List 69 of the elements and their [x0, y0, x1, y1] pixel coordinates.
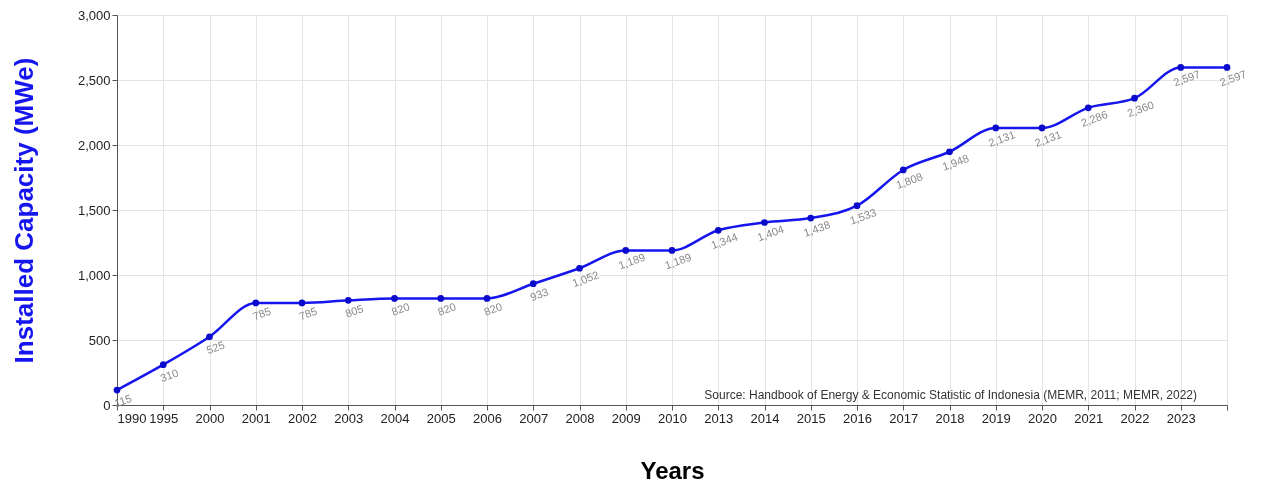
- x-tick-label: 2009: [611, 410, 641, 426]
- x-tick-label: 2018: [935, 410, 965, 426]
- data-label: 310: [158, 366, 180, 385]
- x-tick-label: 2017: [889, 410, 919, 426]
- x-tick-label: 2015: [796, 410, 826, 426]
- point: [252, 299, 260, 307]
- x-tick-label: 2005: [426, 410, 456, 426]
- data-label: 1,189: [616, 250, 647, 272]
- data-label: 1,189: [663, 250, 693, 272]
- point: [483, 295, 491, 302]
- y-tick-label: 1,000: [77, 267, 111, 283]
- data-label: 2,131: [1033, 128, 1063, 149]
- data-label: 2,286: [1079, 108, 1110, 129]
- data-label: 820: [436, 300, 458, 318]
- point: [344, 297, 352, 304]
- x-tick-label: 2021: [1074, 410, 1104, 426]
- data-label: 805: [343, 302, 365, 320]
- data-label: 785: [297, 304, 319, 323]
- point: [113, 386, 121, 394]
- x-tick-label: 2006: [473, 410, 502, 426]
- data-label: 2,360: [1125, 98, 1156, 120]
- point: [298, 299, 306, 307]
- y-tick-label: 0: [103, 397, 111, 413]
- data-label: 785: [251, 304, 273, 323]
- data-label: 820: [482, 300, 504, 318]
- point: [391, 295, 398, 302]
- point: [159, 361, 167, 369]
- x-tick-label: 2000: [195, 410, 225, 426]
- x-tick-label: 2010: [658, 410, 687, 426]
- x-tick-label: 2014: [750, 410, 780, 426]
- data-label: 2,597: [1171, 67, 1202, 89]
- data-label: 1,533: [848, 205, 878, 227]
- x-tick-label: 2013: [704, 410, 734, 426]
- x-tick-label: 2002: [288, 410, 317, 426]
- data-label: 525: [204, 338, 227, 357]
- point: [206, 333, 213, 341]
- x-tick-label: 2004: [380, 410, 410, 426]
- data-label: 2,131: [986, 128, 1017, 149]
- y-axis-title: Installed Capacity (MWe): [8, 57, 39, 364]
- x-tick-label: 2020: [1028, 410, 1057, 426]
- x-tick-label: 2016: [843, 410, 872, 426]
- y-tick-label: 500: [88, 332, 111, 348]
- x-tick-label: 2019: [981, 410, 1011, 426]
- y-tick-label: 2,500: [77, 72, 111, 88]
- y-tick-label: 2,000: [77, 137, 111, 153]
- annotation: Source: Handbook of Energy & Economic Statistic of Indonesia (MEMR, 2011; MEMR, 2022): [704, 388, 1197, 402]
- data-label: 1,344: [709, 230, 740, 252]
- x-tick-label: 2001: [241, 410, 271, 426]
- x-tick-label: 2007: [519, 410, 549, 426]
- x-tick-label: 1990: [117, 410, 147, 426]
- x-axis-title: Years: [640, 456, 705, 484]
- data-label: 1,438: [801, 218, 832, 239]
- data-label: 115: [112, 392, 134, 410]
- data-label: 820: [389, 300, 412, 318]
- data-label: 1,404: [755, 222, 786, 244]
- data-label: 1,808: [894, 170, 925, 191]
- x-tick-label: 2008: [565, 410, 595, 426]
- data-label: 1,948: [940, 152, 971, 173]
- x-tick-label: 2003: [334, 410, 364, 426]
- point: [437, 295, 445, 302]
- data-label: 933: [528, 285, 550, 304]
- point: [529, 280, 537, 288]
- x-tick-label: 2022: [1120, 410, 1150, 426]
- data-label: 2,597: [1218, 67, 1248, 89]
- x-tick-label: 2023: [1166, 410, 1196, 426]
- data-label: 1,052: [570, 268, 601, 290]
- x-tick-label: 1995: [149, 410, 179, 426]
- y-tick-label: 3,000: [77, 7, 111, 23]
- y-tick-label: 1,500: [77, 202, 111, 218]
